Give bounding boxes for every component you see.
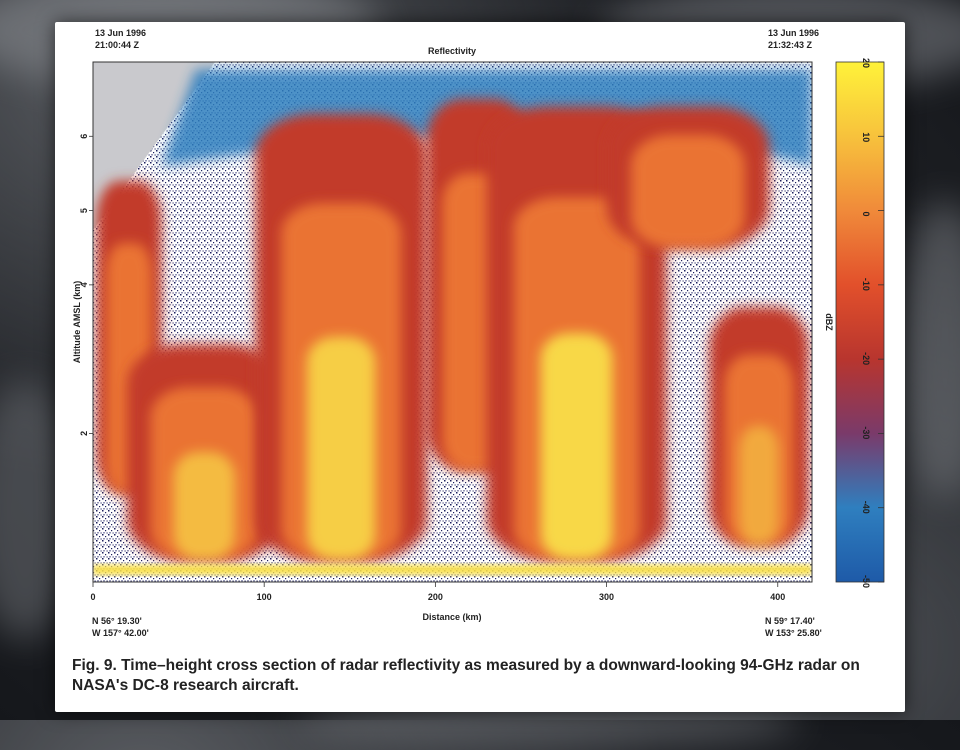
y-tick-label: 5 [79,208,89,213]
reflectivity-chart: 13 Jun 1996 21:00:44 Z 13 Jun 1996 21:32… [72,28,885,638]
colorbar-tick-label: -30 [861,426,871,439]
x-axis: 0 100 200 300 400 [90,582,785,602]
start-latitude: N 56° 19.30' [92,616,142,626]
end-latitude: N 59° 17.40' [765,616,815,626]
cell-core [306,336,376,560]
colorbar-tick-label: -20 [861,352,871,365]
x-tick-label: 400 [770,592,785,602]
figure-caption: Fig. 9. Time–height cross section of rad… [72,657,860,694]
y-tick-label: 2 [79,431,89,436]
end-time-label: 21:32:43 Z [768,40,813,50]
colorbar-tick-label: 0 [861,212,871,217]
end-longitude: W 153° 25.80' [765,628,822,638]
colorbar-label: dBZ [824,313,834,331]
surface-echo-band [93,564,812,575]
y-tick-label: 4 [79,282,89,287]
reflectivity-cell [709,307,809,545]
colorbar [835,61,885,583]
y-axis-label: Altitude AMSL (km) [72,281,82,364]
chart-title: Reflectivity [428,46,476,56]
x-tick-label: 100 [257,592,272,602]
x-tick-label: 300 [599,592,614,602]
x-tick-label: 200 [428,592,443,602]
reflectivity-cell [127,344,282,560]
surface-echo [93,564,812,575]
cell-core [739,426,779,545]
colorbar-tick-label: 10 [861,132,871,142]
y-axis: 2 4 5 6 [79,134,93,436]
start-time-label: 21:00:44 Z [95,40,140,50]
reflectivity-cell [255,114,427,560]
reflectivity-cell [606,106,770,248]
start-date-label: 13 Jun 1996 [95,28,146,38]
y-tick-label: 6 [79,134,89,139]
cell-core [540,333,613,560]
plot-area [93,62,812,582]
plot-frame [92,61,813,583]
colorbar-tick-label: 20 [861,58,871,68]
start-longitude: W 157° 42.00' [92,628,149,638]
colorbar-tick-label: -50 [861,575,871,588]
x-axis-label: Distance (km) [422,612,481,622]
end-date-label: 13 Jun 1996 [768,28,819,38]
colorbar-tick-label: -10 [861,278,871,291]
colorbar-tick-label: -40 [861,501,871,514]
reflectivity-cells [96,99,809,560]
cell-core [173,452,236,560]
x-tick-label: 0 [90,592,95,602]
cell-middle [630,134,745,248]
colorbar-ticks: 20 10 0 -10 -20 -30 -40 -50 [861,58,884,588]
